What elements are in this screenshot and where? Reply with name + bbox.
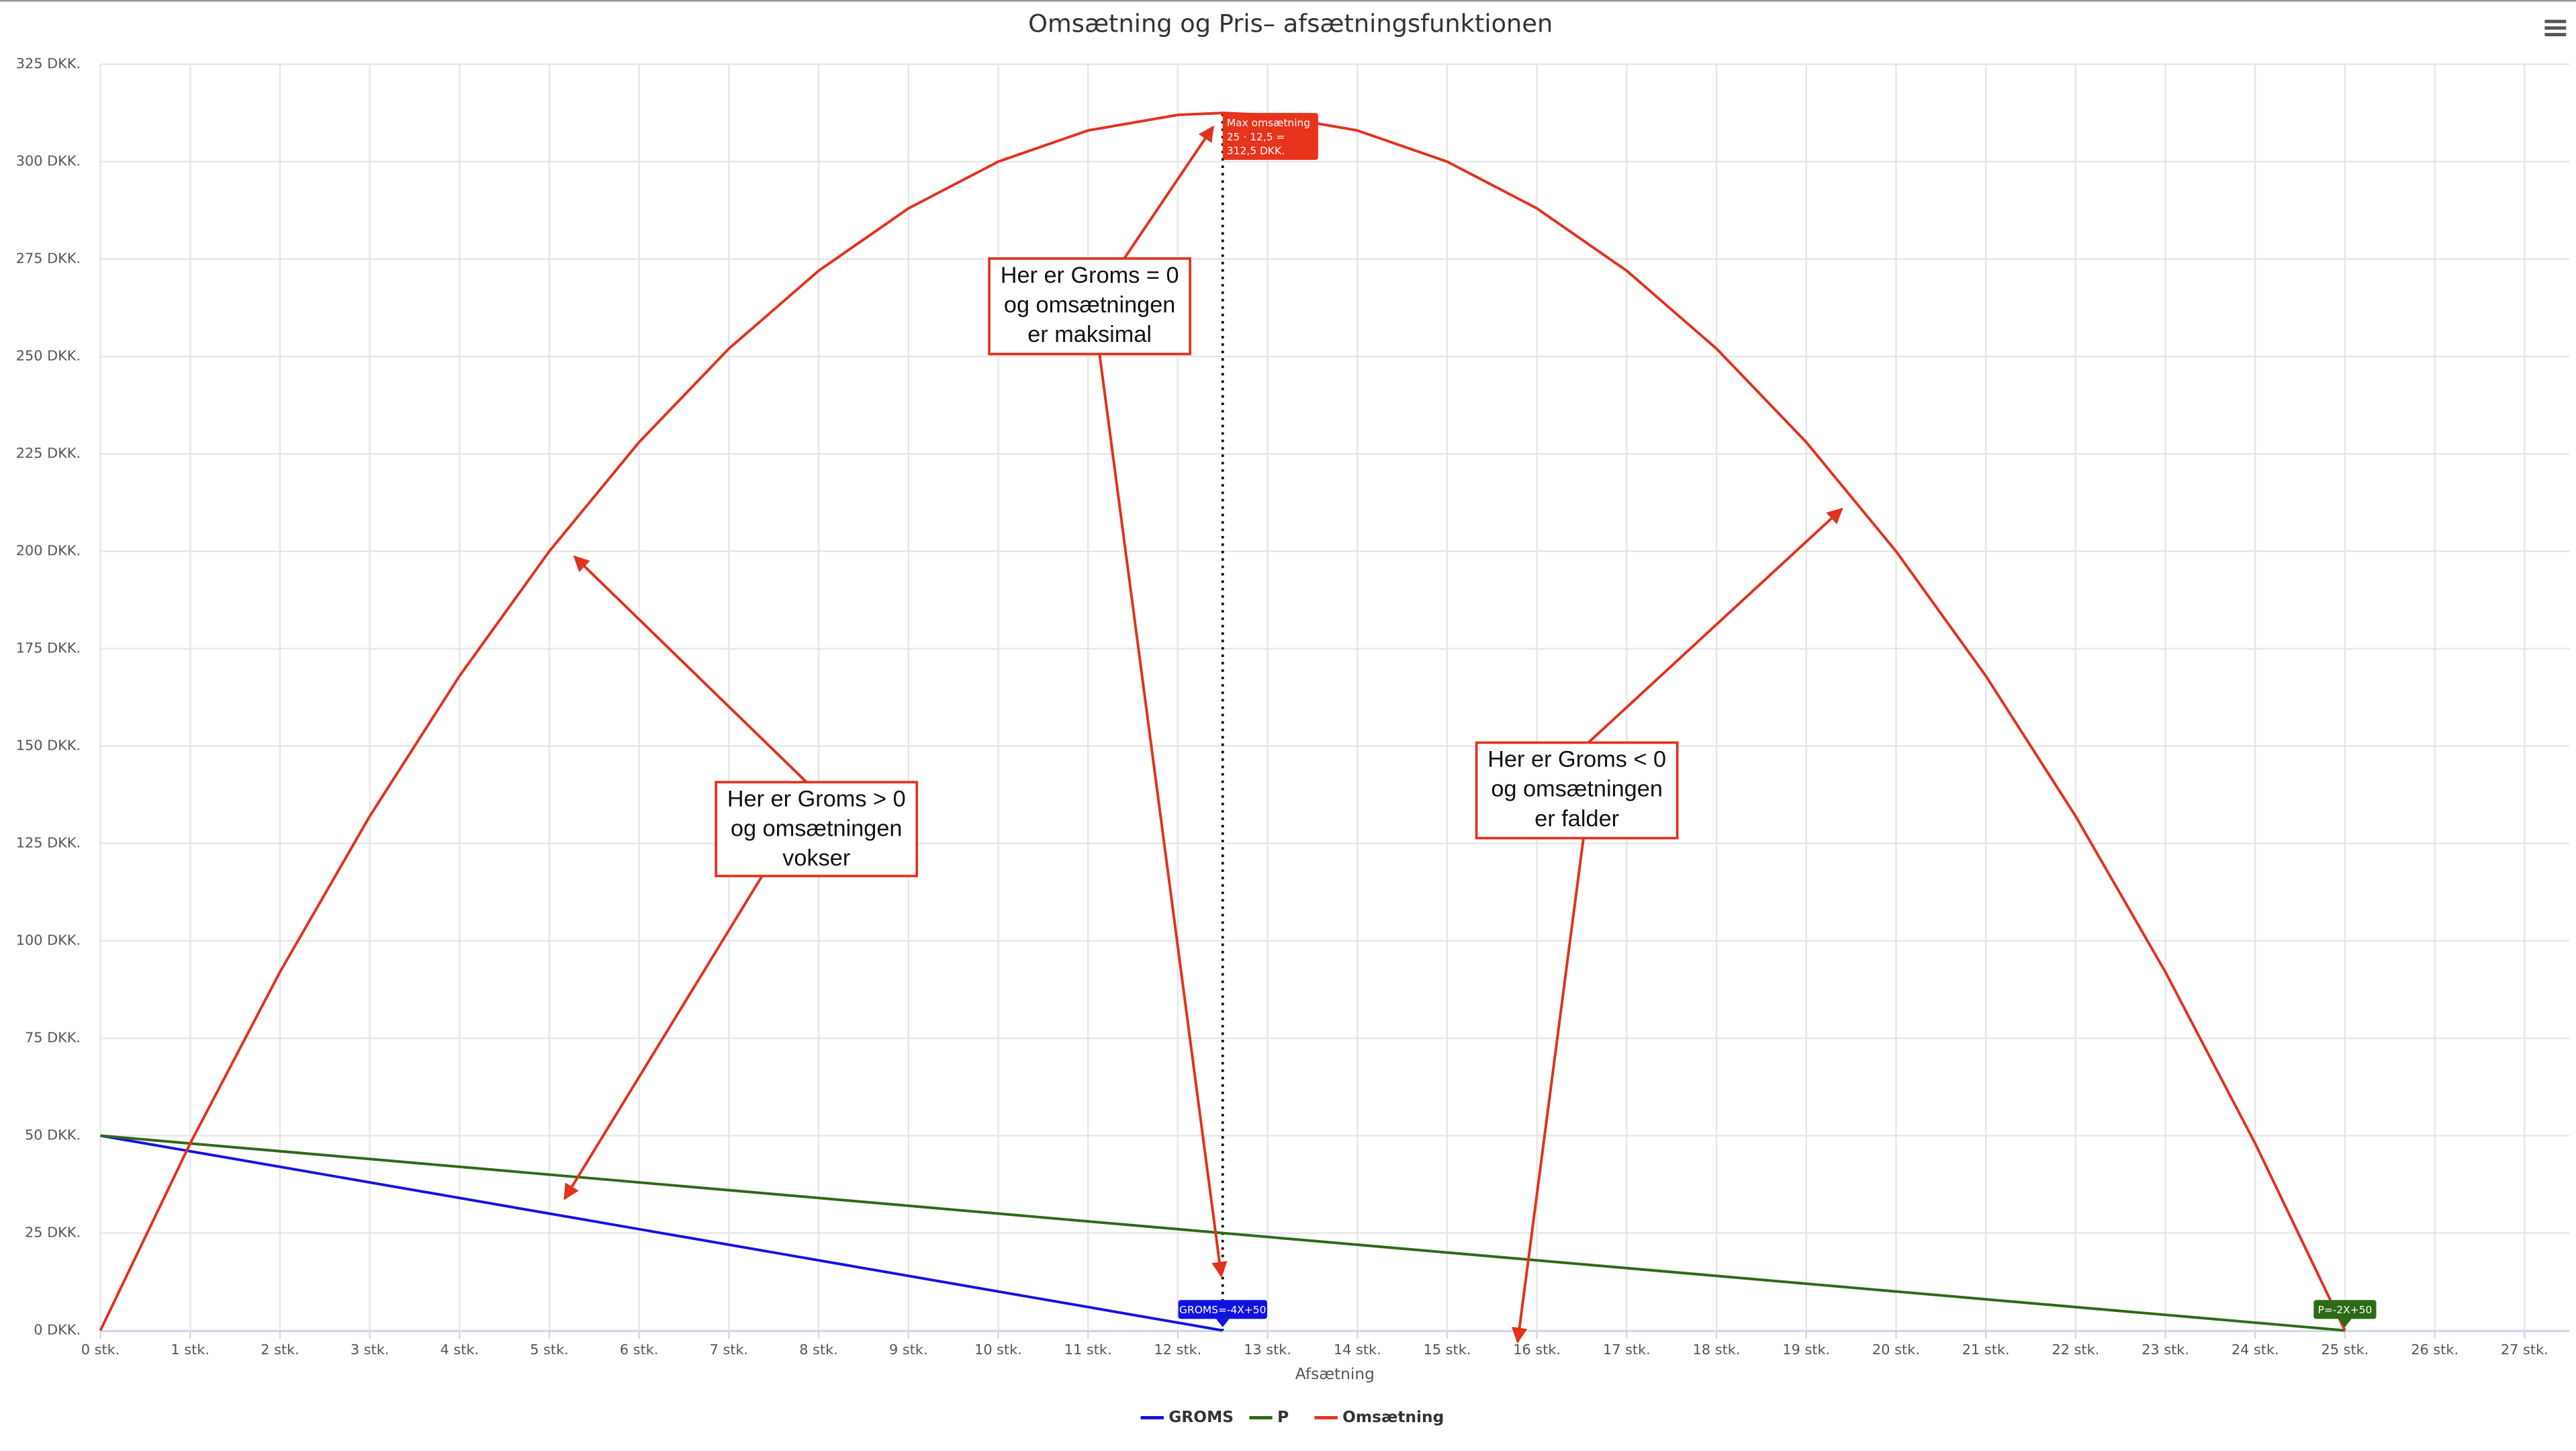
x-tick-label: 23 stk. [2142,1342,2189,1358]
menu-button[interactable] [2544,19,2567,36]
annotation-text: og omsætningen [1491,777,1663,802]
annotation: Her er Groms > 0 og omsætningen vokser [563,555,919,1200]
menu-bar[interactable] [2544,19,2567,24]
annotation-box [1475,741,1679,840]
y-tick-label: 175 DKK. [16,640,81,656]
x-tick-label: 6 stk. [620,1342,659,1358]
flag-text: 25 · 12,5 = [1227,131,1285,143]
flag-box [2313,1300,2377,1319]
annotation-arrow [1098,353,1228,1278]
y-tick-label: 200 DKK. [16,543,81,559]
x-tick-label: 18 stk. [1693,1342,1741,1358]
x-tick-label: 1 stk. [171,1342,210,1358]
flag-pointer [2338,1319,2352,1327]
annotation-arrow [573,555,808,783]
menu-bar[interactable] [2544,33,2567,36]
y-tick-label: 225 DKK. [16,445,81,461]
legend-label[interactable]: P [1277,1408,1289,1426]
x-tick-label: 9 stk. [889,1342,928,1358]
x-tick-label: 8 stk. [799,1342,838,1358]
flag-text: 312,5 DKK. [1227,145,1285,157]
annotation-text: Her er Groms > 0 [727,786,906,811]
flag-box [1222,113,1318,160]
x-tick-label: 10 stk. [974,1342,1022,1358]
annotation-text: vokser [782,846,850,871]
x-tick-label: 22 stk. [2052,1342,2099,1358]
x-tick-label: 0 stk. [81,1342,120,1358]
flag-box [1178,1300,1267,1319]
x-tick-label: 2 stk. [261,1342,300,1358]
flag-text: Max omsætning [1227,117,1310,129]
y-tick-label: 275 DKK. [16,251,81,267]
y-tick-label: 50 DKK. [25,1127,81,1143]
flag: Max omsætning 25 · 12,5 = 312,5 DKK. [1222,113,1318,160]
y-tick-label: 25 DKK. [25,1225,81,1241]
series-line [100,1134,1224,1332]
annotation-arrow [1123,125,1215,259]
annotation-box [715,781,919,877]
x-tick-label: 7 stk. [710,1342,749,1358]
flag: GROMS=-4X+50 [1178,1300,1267,1327]
legend-label[interactable]: GROMS [1168,1408,1234,1426]
y-tick-label: 75 DKK. [25,1030,81,1046]
flag-pointer [1215,1319,1230,1327]
flag-text: GROMS=-4X+50 [1179,1304,1266,1316]
x-axis-title: Afsætning [1295,1365,1375,1383]
x-tick-label: 16 stk. [1513,1342,1561,1358]
x-tick-label: 11 stk. [1064,1342,1112,1358]
x-tick-label: 14 stk. [1334,1342,1381,1358]
menu-bar[interactable] [2544,26,2567,30]
annotation-arrow [1587,507,1843,744]
x-tick-label: 3 stk. [351,1342,389,1358]
legend-item[interactable]: GROMS [1140,1408,1234,1426]
x-tick-label: 26 stk. [2411,1342,2458,1358]
y-tick-label: 100 DKK. [16,932,81,949]
legend-item[interactable]: Omsætning [1314,1408,1444,1426]
annotation-text: og omsætningen [731,816,903,841]
x-tick-label: 19 stk. [1782,1342,1830,1358]
legend-label[interactable]: Omsætning [1342,1408,1444,1426]
x-tick-label: 21 stk. [1962,1342,2010,1358]
y-tick-label: 0 DKK. [34,1322,81,1338]
annotation: Her er Groms < 0 og omsætningen er falder [1475,507,1843,1344]
x-tick-label: 17 stk. [1603,1342,1651,1358]
annotation: Her er Groms = 0 og omsætningen er maksima… [988,125,1228,1278]
x-tick-label: 13 stk. [1244,1342,1291,1358]
y-tick-label: 150 DKK. [16,738,81,754]
x-tick-label: 25 stk. [2321,1342,2369,1358]
y-tick-label: 125 DKK. [16,835,81,851]
annotation-arrow [1512,838,1585,1344]
flag-text: P=-2X+50 [2318,1304,2373,1316]
chart-title: Omsætning og Pris– afsætningsfunktionen [1028,9,1553,38]
y-tick-label: 300 DKK. [16,153,81,169]
y-tick-label: 250 DKK. [16,348,81,364]
x-tick-label: 12 stk. [1154,1342,1201,1358]
annotation-arrow [563,875,764,1200]
annotation-text: og omsætningen [1004,292,1176,318]
series-line [100,1134,2346,1332]
x-tick-label: 5 stk. [530,1342,569,1358]
x-tick-label: 15 stk. [1424,1342,1471,1358]
x-tick-label: 4 stk. [441,1342,479,1358]
annotation-text: Her er Groms < 0 [1487,747,1666,773]
annotation-text: er falder [1534,806,1619,832]
x-tick-label: 24 stk. [2232,1342,2279,1358]
annotation-box [988,257,1191,355]
series-line [99,112,2346,1331]
x-tick-label: 20 stk. [1872,1342,1920,1358]
y-tick-label: 325 DKK. [16,56,81,72]
flag: P=-2X+50 [2313,1300,2377,1327]
legend-item[interactable]: P [1249,1408,1289,1426]
x-tick-label: 27 stk. [2501,1342,2548,1358]
annotation-text: er maksimal [1027,322,1152,347]
annotation-text: Her er Groms = 0 [1001,263,1179,288]
